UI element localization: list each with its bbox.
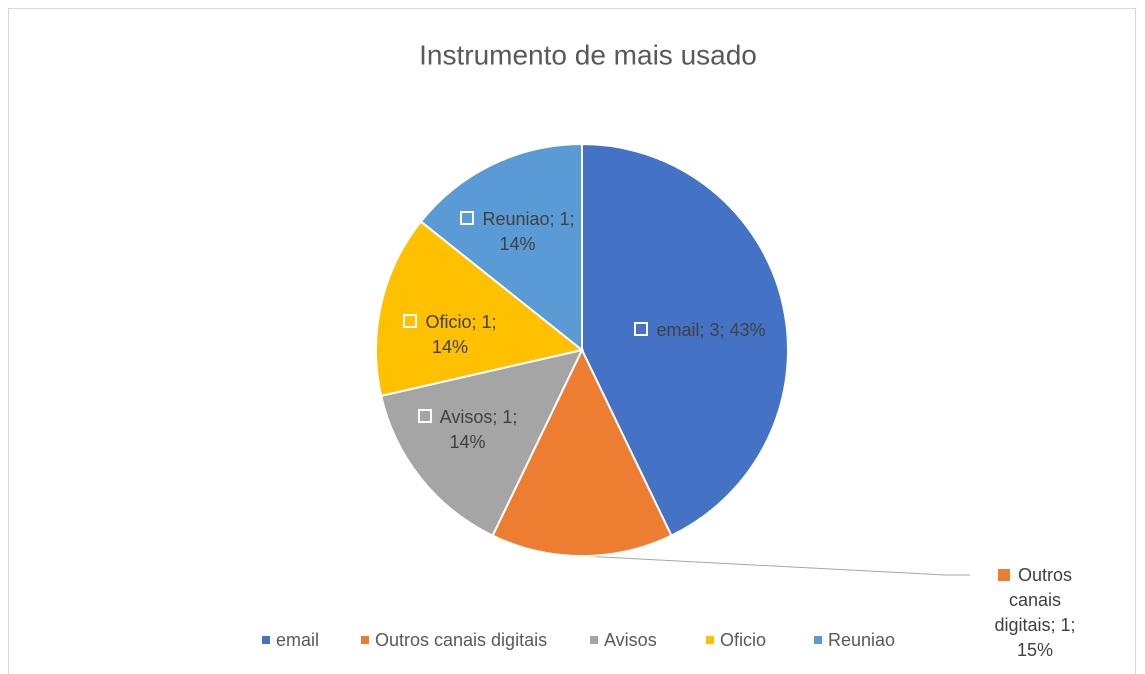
legend-swatch [262,636,270,644]
legend-label: email [276,630,319,650]
pie-slice [375,220,585,398]
pie-slice [419,142,583,353]
label-text: Outros canais digitais; 1; 15% [994,565,1076,660]
legend-swatch [361,636,369,644]
data-label: email; 3; 43% [610,318,790,343]
label-text: Oficio; 1; 14% [425,312,497,357]
pie-slice [491,347,673,557]
label-text: Reuniao; 1; 14% [482,209,575,254]
data-label: Reuniao; 1; 14% [455,207,580,257]
legend-swatch [590,636,598,644]
leader-line [582,555,970,576]
label-icon [403,314,418,328]
legend-swatch [706,636,714,644]
legend-swatch [814,636,822,644]
chart-border [8,8,1136,674]
data-label: Avisos; 1; 14% [405,405,530,455]
chart-title: Instrumento de mais usado [419,39,757,70]
legend-label: Oficio [720,630,766,650]
legend-label: Outros canais digitais [375,630,547,650]
legend-label: Avisos [604,630,657,650]
data-label: Outros canais digitais; 1; 15% [985,563,1085,663]
pie-slice [379,348,584,537]
pie-slice [581,142,789,537]
label-icon [417,409,432,423]
data-label: Oficio; 1; 14% [390,310,510,360]
label-icon [997,569,1010,581]
label-text: email; 3; 43% [656,320,766,340]
label-icon [634,322,649,336]
label-icon [460,211,475,225]
legend-label: Reuniao [828,630,895,650]
label-text: Avisos; 1; 14% [439,407,518,452]
